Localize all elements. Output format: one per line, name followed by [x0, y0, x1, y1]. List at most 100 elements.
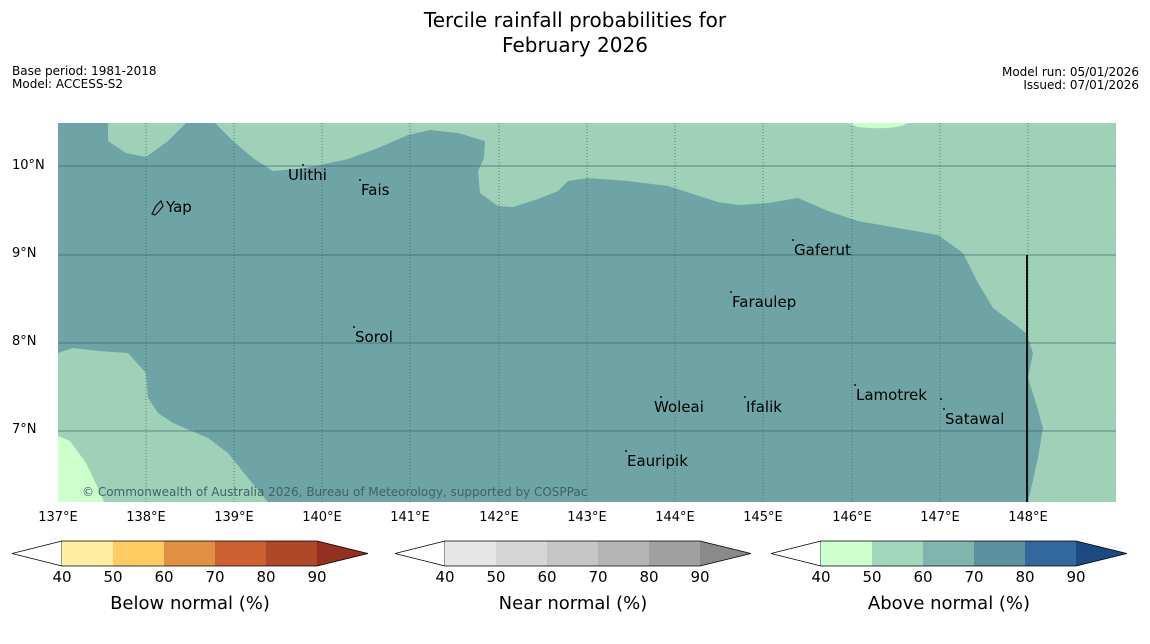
place-eauripik-label: Eauripik	[627, 452, 688, 470]
region-50-60-top	[848, 123, 908, 129]
colorbar-above	[771, 540, 1128, 567]
place-lamotrek: Lamotrek	[854, 384, 942, 404]
model-run: Model run: 05/01/2026	[1001, 65, 1139, 79]
map-title: Tercile rainfall probabilities for Febru…	[0, 8, 1150, 58]
near-tick-80: 80	[639, 568, 659, 586]
place-fais-marker	[359, 179, 361, 181]
place-woleai-marker	[660, 396, 662, 398]
place-lamotrek-label: Lamotrek	[856, 386, 927, 404]
below-tick-90: 90	[307, 568, 327, 586]
place-woleai-label: Woleai	[654, 398, 704, 416]
lon-label-137: 137°E	[38, 510, 78, 525]
place-sorol: Sorol	[353, 326, 393, 346]
place-eauripik-marker	[625, 450, 627, 452]
place-gaferut: Gaferut	[792, 239, 851, 259]
lon-label-140: 140°E	[302, 510, 342, 525]
place-gaferut-marker	[792, 239, 794, 241]
lon-label-138: 138°E	[126, 510, 166, 525]
probability-map	[58, 123, 1116, 502]
colorbar-below-50-60	[113, 541, 164, 566]
near-tick-60: 60	[537, 568, 557, 586]
place-ifalik: Ifalik	[744, 396, 782, 416]
place-ifalik-label: Ifalik	[746, 398, 782, 416]
region-70-80	[58, 123, 1043, 502]
place-ulithi-marker	[302, 164, 304, 166]
place-yap: Yap	[166, 198, 192, 216]
colorbar-below-80-90	[266, 541, 317, 566]
place-lamotrek-extra-marker	[940, 398, 942, 400]
issued-date: Issued: 07/01/2026	[1023, 78, 1139, 92]
title-line-2: February 2026	[502, 33, 648, 57]
colorbar-near-40-50	[445, 541, 496, 566]
colorbar-near-80-90	[649, 541, 700, 566]
above-tick-60: 60	[913, 568, 933, 586]
colorbar-above-high	[1076, 541, 1127, 566]
place-woleai: Woleai	[654, 396, 704, 416]
above-tick-70: 70	[964, 568, 984, 586]
colorbar-above-50-60	[872, 541, 923, 566]
place-sorol-marker	[353, 326, 355, 328]
colorbar-below-low	[12, 540, 63, 567]
lon-label-146: 146°E	[832, 510, 872, 525]
place-fais: Fais	[359, 179, 390, 199]
lat-label-8: 8°N	[12, 334, 37, 349]
probability-map-svg	[58, 123, 1116, 502]
place-fais-label: Fais	[361, 181, 390, 199]
region-50-60-bottom	[58, 436, 104, 502]
place-ifalik-marker	[744, 396, 746, 398]
run-info: Model run: 05/01/2026 Issued: 07/01/2026	[1002, 66, 1139, 92]
place-lamotrek-marker	[854, 384, 856, 386]
below-tick-40: 40	[52, 568, 72, 586]
lon-label-145: 145°E	[743, 510, 783, 525]
lat-label-7: 7°N	[12, 422, 37, 437]
lon-label-144: 144°E	[655, 510, 695, 525]
below-tick-80: 80	[256, 568, 276, 586]
place-ulithi-label: Ulithi	[288, 166, 327, 184]
colorbar-above-40-50	[821, 541, 872, 566]
above-tick-90: 90	[1066, 568, 1086, 586]
colorbar-above-low	[771, 540, 822, 567]
copyright-notice: © Commonwealth of Australia 2026, Bureau…	[82, 485, 588, 499]
place-ulithi: Ulithi	[288, 164, 327, 184]
title-line-1: Tercile rainfall probabilities for	[423, 8, 727, 32]
place-satawal-marker	[943, 408, 945, 410]
above-tick-80: 80	[1015, 568, 1035, 586]
lon-label-148: 148°E	[1008, 510, 1048, 525]
near-tick-40: 40	[435, 568, 455, 586]
model-info: Base period: 1981-2018 Model: ACCESS-S2	[12, 65, 157, 91]
place-faraulep: Faraulep	[730, 291, 796, 311]
colorbar-above-label: Above normal (%)	[867, 593, 1031, 614]
lon-label-139: 139°E	[214, 510, 254, 525]
lon-label-142: 142°E	[479, 510, 519, 525]
near-tick-70: 70	[588, 568, 608, 586]
map-meridians	[145, 123, 1029, 502]
place-gaferut-label: Gaferut	[794, 241, 851, 259]
colorbar-near-label: Near normal (%)	[498, 593, 648, 614]
lon-label-143: 143°E	[567, 510, 607, 525]
colorbar-below-40-50	[62, 541, 113, 566]
colorbar-below-70-80	[215, 541, 266, 566]
lon-label-141: 141°E	[390, 510, 430, 525]
model-name: Model: ACCESS-S2	[12, 77, 124, 91]
colorbar-near-low	[395, 540, 446, 567]
lat-label-9: 9°N	[12, 246, 37, 261]
place-satawal: Satawal	[943, 408, 1004, 428]
place-eauripik: Eauripik	[625, 450, 688, 470]
colorbar-below	[12, 540, 369, 567]
base-period: Base period: 1981-2018	[12, 64, 157, 78]
colorbar-above-70-80	[974, 541, 1025, 566]
below-tick-70: 70	[205, 568, 225, 586]
place-faraulep-marker	[730, 291, 732, 293]
above-tick-40: 40	[811, 568, 831, 586]
lon-label-147: 147°E	[920, 510, 960, 525]
colorbar-near-50-60	[496, 541, 547, 566]
colorbar-above-80-90	[1025, 541, 1076, 566]
yap-island-shape	[151, 199, 164, 216]
near-tick-50: 50	[486, 568, 506, 586]
colorbar-below-label: Below normal (%)	[110, 593, 270, 614]
place-sorol-label: Sorol	[355, 328, 393, 346]
colorbar-near	[395, 540, 752, 567]
colorbar-near-60-70	[547, 541, 598, 566]
lat-label-10: 10°N	[12, 158, 45, 173]
colorbar-below-60-70	[164, 541, 215, 566]
